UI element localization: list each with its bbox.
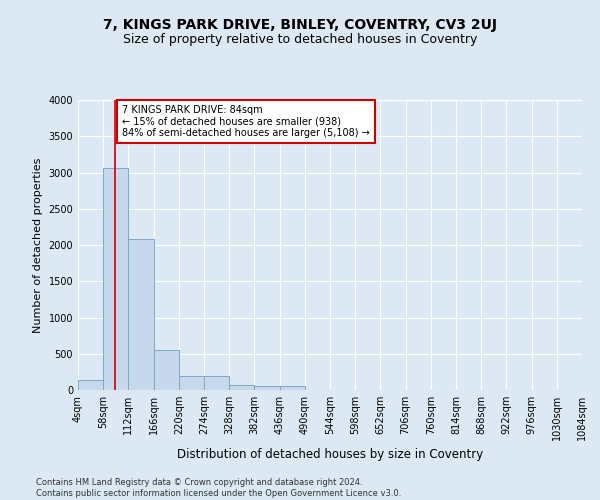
- Bar: [154, 350, 179, 390]
- Y-axis label: Number of detached properties: Number of detached properties: [33, 158, 43, 332]
- Bar: [103, 168, 128, 390]
- Bar: [254, 386, 280, 390]
- Bar: [229, 385, 254, 390]
- Bar: [128, 239, 154, 390]
- Bar: [179, 376, 204, 390]
- Bar: [78, 380, 103, 390]
- X-axis label: Distribution of detached houses by size in Coventry: Distribution of detached houses by size …: [177, 448, 483, 462]
- Text: Size of property relative to detached houses in Coventry: Size of property relative to detached ho…: [123, 32, 477, 46]
- Text: 7 KINGS PARK DRIVE: 84sqm
← 15% of detached houses are smaller (938)
84% of semi: 7 KINGS PARK DRIVE: 84sqm ← 15% of detac…: [122, 105, 370, 138]
- Text: Contains HM Land Registry data © Crown copyright and database right 2024.
Contai: Contains HM Land Registry data © Crown c…: [36, 478, 401, 498]
- Text: 7, KINGS PARK DRIVE, BINLEY, COVENTRY, CV3 2UJ: 7, KINGS PARK DRIVE, BINLEY, COVENTRY, C…: [103, 18, 497, 32]
- Bar: [280, 386, 305, 390]
- Bar: [204, 376, 229, 390]
